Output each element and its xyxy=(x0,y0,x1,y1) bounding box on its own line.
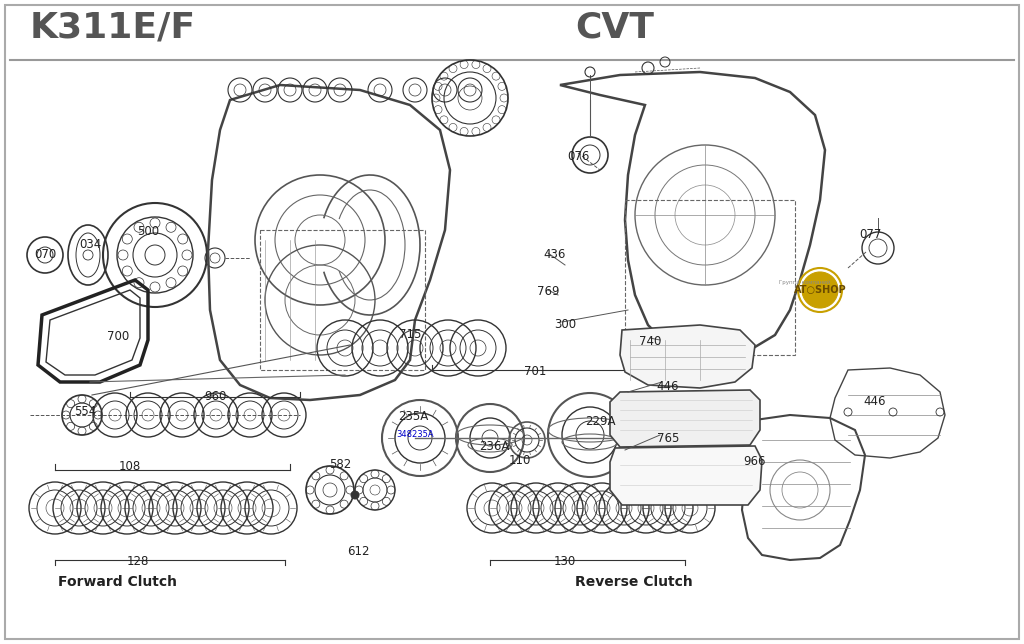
Text: Reverse Clutch: Reverse Clutch xyxy=(575,575,693,589)
Text: 108: 108 xyxy=(119,460,141,473)
Polygon shape xyxy=(610,446,762,505)
Text: 070: 070 xyxy=(34,248,56,261)
Text: 960: 960 xyxy=(204,390,226,403)
Text: K311E/F: K311E/F xyxy=(30,10,197,44)
Circle shape xyxy=(802,272,838,308)
Text: 612: 612 xyxy=(347,545,370,558)
Text: 300: 300 xyxy=(554,318,577,331)
Text: 076: 076 xyxy=(567,150,589,163)
Text: 229A: 229A xyxy=(585,415,615,428)
Text: 701: 701 xyxy=(524,365,546,378)
Text: CVT: CVT xyxy=(575,10,654,44)
Text: 765: 765 xyxy=(656,432,679,445)
Text: 130: 130 xyxy=(554,555,577,568)
Bar xyxy=(260,230,425,370)
Text: 446: 446 xyxy=(656,380,679,393)
Text: AT○SHOP: AT○SHOP xyxy=(794,285,846,295)
Text: 966: 966 xyxy=(742,455,765,468)
Text: 446: 446 xyxy=(864,395,886,408)
Polygon shape xyxy=(610,390,760,447)
Text: 034: 034 xyxy=(79,238,101,251)
Circle shape xyxy=(351,491,359,499)
Text: 740: 740 xyxy=(639,335,662,348)
Text: 436: 436 xyxy=(544,248,566,261)
Text: 110: 110 xyxy=(509,454,531,467)
Text: 348235A: 348235A xyxy=(396,430,434,439)
Text: 715: 715 xyxy=(398,328,421,341)
Text: 582: 582 xyxy=(329,458,351,471)
Text: 700: 700 xyxy=(106,330,129,343)
Text: Группа компаний: Группа компаний xyxy=(779,279,830,285)
Text: Forward Clutch: Forward Clutch xyxy=(58,575,177,589)
Text: 769: 769 xyxy=(537,285,559,298)
Text: 235A: 235A xyxy=(398,410,428,423)
Text: 128: 128 xyxy=(127,555,150,568)
Polygon shape xyxy=(620,325,755,388)
Text: 077: 077 xyxy=(859,228,882,241)
Text: 236A: 236A xyxy=(479,440,509,453)
Text: 554: 554 xyxy=(74,405,96,418)
Bar xyxy=(625,200,795,355)
Text: 500: 500 xyxy=(137,225,159,238)
